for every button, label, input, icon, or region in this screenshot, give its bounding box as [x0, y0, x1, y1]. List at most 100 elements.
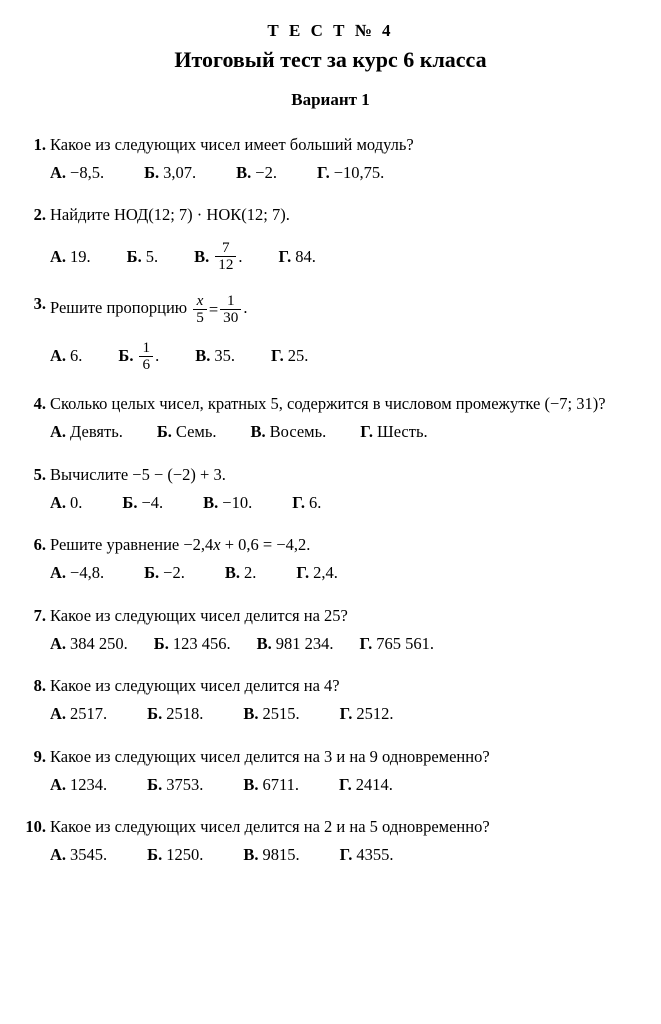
options-row: А. −8,5. Б. 3,07. В. −2. Г. −10,75. — [50, 162, 643, 184]
answer-option: Г. 6. — [292, 492, 321, 514]
questions-list: 1.Какое из следующих чисел имеет больший… — [18, 134, 643, 867]
options-row: А. 1234.Б. 3753.В. 6711.Г. 2414. — [50, 774, 643, 796]
options-row: А. 19.Б. 5.В. 712.Г. 84. — [50, 240, 643, 273]
option-label: А. — [50, 562, 66, 584]
option-label: Б. — [122, 492, 137, 514]
options-row: А. 2517.Б. 2518.В. 2515.Г. 2512. — [50, 703, 643, 725]
answer-option: А. −8,5. — [50, 162, 104, 184]
option-label: А. — [50, 345, 66, 367]
option-value: Восемь. — [270, 421, 327, 443]
answer-option: А. 19. — [50, 240, 91, 273]
option-label: В. — [257, 633, 272, 655]
test-number: Т Е С Т № 4 — [18, 20, 643, 43]
answer-option: Б. 16. — [118, 340, 159, 373]
answer-option: Г. 25. — [271, 340, 308, 373]
answer-option: В. −10. — [203, 492, 252, 514]
option-label: Б. — [147, 703, 162, 725]
question: 5.Вычислите −5 − (−2) + 3.А. 0.Б. −4.В. … — [18, 464, 643, 515]
option-value: 35. — [214, 345, 235, 367]
option-value: 2512. — [356, 703, 393, 725]
answer-option: В. 981 234. — [257, 633, 334, 655]
answer-option: Б. 1250. — [147, 844, 203, 866]
option-value: 3,07. — [163, 162, 196, 184]
answer-option: Б. Семь. — [157, 421, 217, 443]
option-label: А. — [50, 774, 66, 796]
answer-option: А. Девять. — [50, 421, 123, 443]
option-label: Г. — [317, 162, 330, 184]
question-text: Какое из следующих чисел делится на 4? — [50, 675, 643, 697]
answer-option: Б. 3,07. — [144, 162, 196, 184]
option-value: Девять. — [70, 421, 123, 443]
question-number: 6. — [18, 534, 46, 556]
option-label: В. — [203, 492, 218, 514]
options-row: А. −4,8.Б. −2.В. 2.Г. 2,4. — [50, 562, 643, 584]
question: 3.Решите пропорцию x5 = 130.А. 6.Б. 16.В… — [18, 293, 643, 373]
option-label: Б. — [147, 844, 162, 866]
answer-option: А. 2517. — [50, 703, 107, 725]
option-label: Б. — [144, 562, 159, 584]
option-value: −8,5. — [70, 162, 104, 184]
question-text: Какое из следующих чисел имеет больший м… — [50, 134, 643, 156]
option-value: 84. — [295, 246, 316, 268]
question: 4.Сколько целых чисел, кратных 5, содерж… — [18, 393, 643, 444]
option-value: 5. — [146, 246, 158, 268]
answer-option: А. 0. — [50, 492, 82, 514]
question-number: 7. — [18, 605, 46, 627]
option-value: 765 561. — [376, 633, 434, 655]
option-value: −10. — [222, 492, 252, 514]
question: 7.Какое из следующих чисел делится на 25… — [18, 605, 643, 656]
variant-label: Вариант 1 — [18, 89, 643, 112]
answer-option: Б. −4. — [122, 492, 163, 514]
question-text: Какое из следующих чисел делится на 2 и … — [50, 816, 643, 838]
option-value: 2515. — [262, 703, 299, 725]
answer-option: В. 6711. — [243, 774, 299, 796]
option-label: Б. — [157, 421, 172, 443]
option-value: 2414. — [356, 774, 393, 796]
option-label: Г. — [339, 774, 352, 796]
option-label: Г. — [292, 492, 305, 514]
option-value: 9815. — [262, 844, 299, 866]
answer-option: Б. 123 456. — [154, 633, 231, 655]
options-row: А. Девять.Б. Семь.В. Восемь.Г. Шесть. — [50, 421, 643, 443]
answer-option: Б. −2. — [144, 562, 185, 584]
option-value: Семь. — [176, 421, 217, 443]
question-number: 9. — [18, 746, 46, 768]
option-label: В. — [225, 562, 240, 584]
options-row: А. 3545. Б. 1250. В. 9815. Г. 4355. — [50, 844, 643, 866]
option-value: −2. — [163, 562, 185, 584]
question-number: 2. — [18, 204, 46, 226]
answer-option: В. 712. — [194, 240, 242, 273]
answer-option: А. 3545. — [50, 844, 107, 866]
option-value: 1250. — [166, 844, 203, 866]
question-number: 1. — [18, 134, 46, 156]
options-row: А. 0. Б. −4. В. −10. Г. 6. — [50, 492, 643, 514]
option-label: Г. — [279, 246, 292, 268]
answer-option: Г. 2414. — [339, 774, 393, 796]
option-value: 6. — [309, 492, 321, 514]
answer-option: В. 35. — [195, 340, 235, 373]
answer-option: Г. 765 561. — [359, 633, 434, 655]
answer-option: В. Восемь. — [251, 421, 327, 443]
option-value: −10,75. — [334, 162, 385, 184]
option-label: Г. — [296, 562, 309, 584]
option-value: 2,4. — [313, 562, 338, 584]
option-value: 0. — [70, 492, 82, 514]
answer-option: Г. 4355. — [340, 844, 394, 866]
option-value: −4. — [141, 492, 163, 514]
question-text: Решите уравнение −2,4x + 0,6 = −4,2. — [50, 534, 643, 556]
option-label: Б. — [147, 774, 162, 796]
option-value: −2. — [255, 162, 277, 184]
option-label: В. — [243, 844, 258, 866]
option-value: 2. — [244, 562, 256, 584]
answer-option: В. −2. — [236, 162, 277, 184]
question-number: 10. — [18, 816, 46, 838]
option-value: 6711. — [262, 774, 299, 796]
option-value: 3545. — [70, 844, 107, 866]
option-value: 6. — [70, 345, 82, 367]
option-value: 1234. — [70, 774, 107, 796]
option-label: Г. — [340, 844, 353, 866]
option-label: А. — [50, 703, 66, 725]
option-label: Б. — [154, 633, 169, 655]
question-text: Какое из следующих чисел делится на 25? — [50, 605, 643, 627]
option-label: А. — [50, 162, 66, 184]
